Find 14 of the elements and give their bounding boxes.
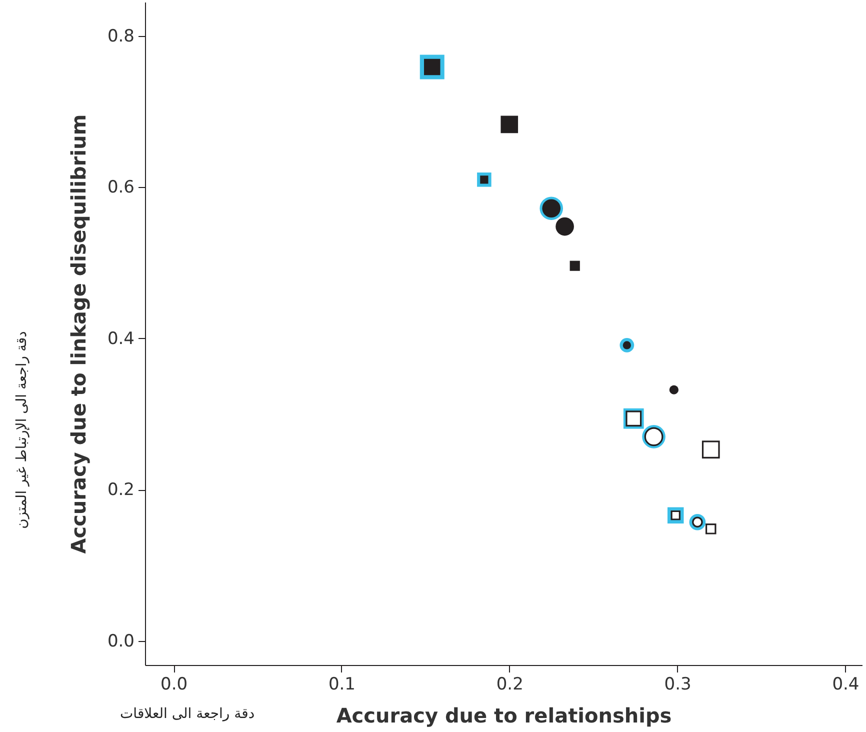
x-axis-title: Accuracy due to relationships [336, 704, 672, 728]
y-axis-title: Accuracy due to linkage disequilibrium [66, 114, 90, 554]
y-tick-label: 0.8 [107, 26, 134, 47]
y-tick-label: 0.0 [107, 631, 134, 652]
x-tick-label: 0.4 [832, 674, 860, 694]
x-tick-label: 0.0 [160, 674, 188, 694]
y-tick-label: 0.2 [107, 480, 134, 500]
y-tick-label: 0.4 [107, 328, 134, 349]
x-tick-label: 0.3 [664, 674, 692, 694]
text: دقة راجعة الى العلاقات [120, 706, 255, 722]
x-tick-label: 0.2 [496, 674, 524, 694]
text: دقة راجعة الى الإرتباط غير المتزن [14, 331, 30, 529]
x-tick-label: 0.1 [328, 674, 356, 694]
y-tick-label: 0.6 [107, 178, 134, 198]
